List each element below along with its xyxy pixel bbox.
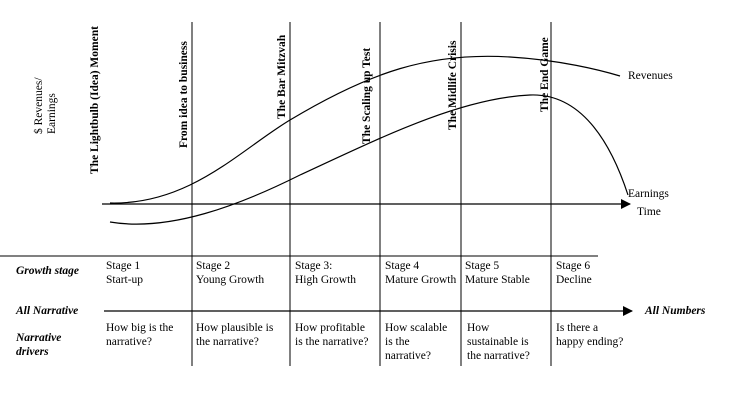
y-axis-label-line-2: Earnings — [46, 93, 58, 134]
stage-2-cell: Stage 2 Young Growth — [196, 259, 264, 287]
stage-6-desc: Decline — [556, 274, 592, 286]
y-axis-label-line-1: $ Revenues/ — [32, 77, 45, 134]
phase-title-4: The Scaling up Test — [361, 48, 373, 144]
earnings-label: Earnings — [628, 188, 669, 200]
earnings-curve — [109, 94, 629, 225]
all-numbers-label: All Numbers — [645, 305, 706, 317]
stage-6-name: Stage 6 — [556, 260, 591, 272]
phase-title-1: The Lightbulb (Idea) Moment — [89, 26, 101, 174]
stage-5-driver: How sustainable is the narrative? — [467, 322, 530, 362]
stage-1-desc: Start-up — [106, 274, 144, 286]
stage-6-cell: Stage 6 Decline — [556, 259, 592, 287]
stage-4-driver: How scalable is the narrative? — [385, 322, 448, 362]
phase-titles: The Lightbulb (Idea) Moment From idea to… — [89, 26, 551, 174]
stage-1-cell: Stage 1 Start-up — [106, 259, 143, 287]
stage-2-desc: Young Growth — [196, 274, 265, 286]
phase-title-5: The Midlife Crisis — [447, 40, 459, 130]
stage-3-driver: How profitable is the narrative? — [295, 322, 369, 348]
revenues-label: Revenues — [628, 70, 673, 82]
stage-3-cell: Stage 3: High Growth — [295, 259, 356, 287]
all-narrative-label: All Narrative — [16, 305, 79, 317]
narrative-drivers-label: Narrative drivers — [16, 332, 62, 358]
stage-5-desc: Mature Stable — [465, 274, 530, 286]
stage-5-name: Stage 5 — [465, 260, 500, 272]
stage-4-cell: Stage 4 Mature Growth — [385, 259, 456, 287]
stage-3-desc: High Growth — [295, 274, 357, 286]
stage-4-desc: Mature Growth — [385, 274, 457, 286]
stage-1-driver: How big is the narrative? — [106, 322, 174, 348]
stage-2-driver: How plausible is the narrative? — [196, 322, 274, 348]
stage-5-cell: Stage 5 Mature Stable — [465, 259, 530, 287]
growth-stage-label: Growth stage — [16, 265, 79, 277]
phase-title-3: The Bar Mitzvah — [276, 34, 288, 119]
stage-6-driver: Is there a happy ending? — [556, 322, 624, 348]
phase-title-2: From idea to business — [178, 41, 190, 148]
stage-4-name: Stage 4 — [385, 260, 420, 272]
revenues-curve — [109, 55, 621, 204]
time-label: Time — [637, 206, 661, 218]
y-axis-label: $ Revenues/ Earnings — [32, 75, 58, 134]
stage-2-name: Stage 2 — [196, 260, 231, 272]
stage-1-name: Stage 1 — [106, 260, 141, 272]
phase-title-6: The End Game — [539, 37, 551, 112]
stage-3-name: Stage 3: — [295, 260, 333, 272]
stage-dividers — [191, 22, 552, 366]
